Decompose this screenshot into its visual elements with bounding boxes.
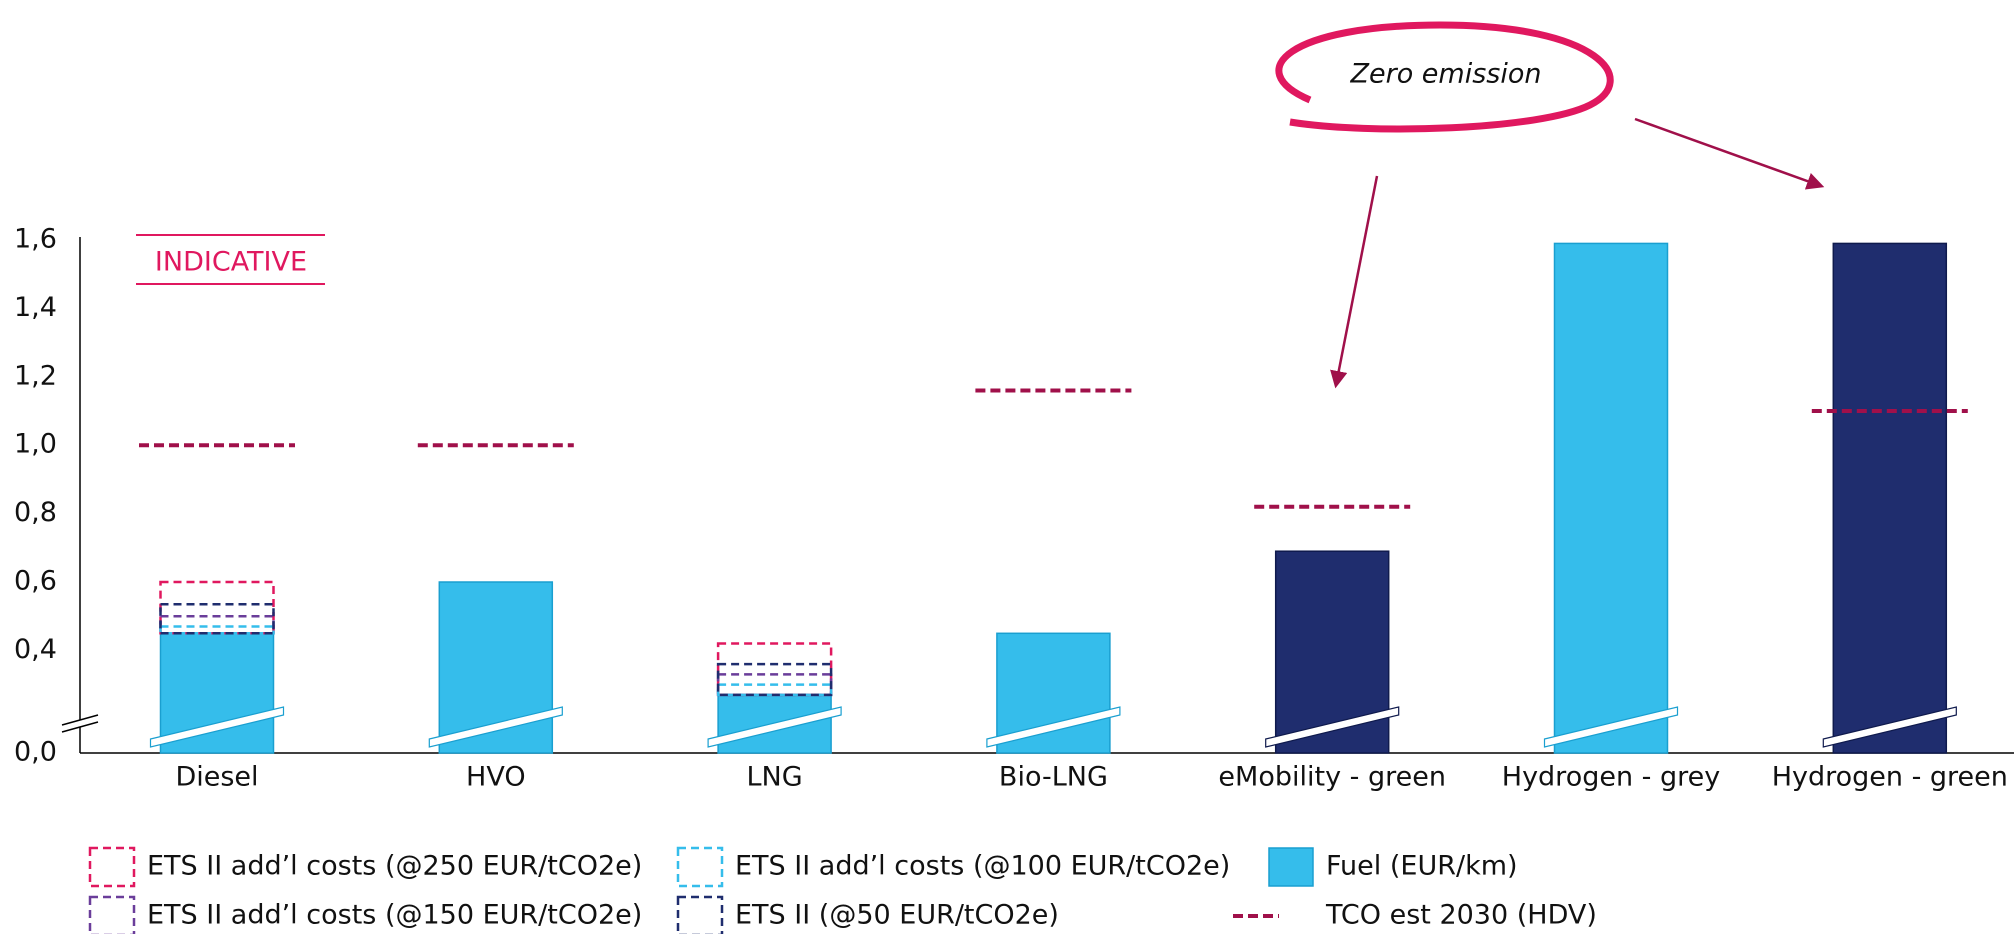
legend-label: Fuel (EUR/km)	[1326, 851, 1518, 882]
ets-outline	[716, 662, 833, 697]
bar-break	[1822, 706, 1957, 748]
x-tick-label: Bio-LNG	[999, 762, 1108, 793]
y-tick-label: 0,0	[14, 737, 57, 768]
legend-swatch	[1268, 847, 1314, 887]
bar	[996, 632, 1111, 754]
bar-break	[1265, 706, 1400, 748]
legend-label: ETS II add’l costs (@100 EUR/tCO2e)	[735, 851, 1230, 882]
annotation-ellipse	[1275, 21, 1614, 133]
bar-break	[1543, 706, 1679, 748]
y-tick-label: 1,0	[14, 429, 57, 460]
x-tick-label: eMobility - green	[1218, 762, 1446, 793]
axis-break	[62, 715, 98, 732]
ets-outline	[159, 602, 275, 635]
ets-outline	[716, 642, 833, 697]
x-tick-label: Hydrogen - grey	[1502, 762, 1720, 793]
x-tick-label: Diesel	[175, 762, 258, 793]
bar	[1832, 242, 1948, 754]
y-tick-label: 1,2	[14, 360, 57, 391]
bar-break	[707, 706, 842, 748]
y-tick-label: 0,4	[14, 634, 57, 665]
bar-break	[986, 706, 1121, 748]
legend-swatch	[676, 846, 724, 888]
y-tick-label: 1,6	[14, 224, 57, 255]
legend-swatch	[676, 895, 724, 937]
bar-break	[428, 706, 563, 748]
legend-swatch	[88, 846, 136, 888]
legend-swatch	[88, 895, 136, 937]
bar	[1553, 242, 1669, 754]
legend-label: TCO est 2030 (HDV)	[1325, 900, 1597, 931]
annotation-label: Zero emission	[1350, 59, 1542, 90]
bar-break	[149, 706, 285, 748]
annotation-arrow	[1634, 117, 1825, 190]
y-tick-label: 0,8	[14, 497, 57, 528]
axis-break	[61, 721, 99, 733]
indicative-label: INDICATIVE	[155, 247, 307, 278]
legend-label: ETS II add’l costs (@150 EUR/tCO2e)	[147, 900, 642, 931]
x-tick-label: LNG	[747, 762, 803, 793]
legend-label: ETS II (@50 EUR/tCO2e)	[735, 900, 1059, 931]
axis-break	[61, 714, 99, 726]
ets-outline	[159, 614, 275, 635]
y-tick-label: 0,6	[14, 566, 57, 597]
ets-outline	[716, 683, 833, 697]
legend-label: ETS II add’l costs (@250 EUR/tCO2e)	[147, 851, 642, 882]
annotation-arrow	[1330, 175, 1379, 389]
y-tick-label: 1,4	[14, 292, 57, 323]
x-tick-label: Hydrogen - green	[1772, 762, 2008, 793]
x-tick-label: HVO	[466, 762, 526, 793]
